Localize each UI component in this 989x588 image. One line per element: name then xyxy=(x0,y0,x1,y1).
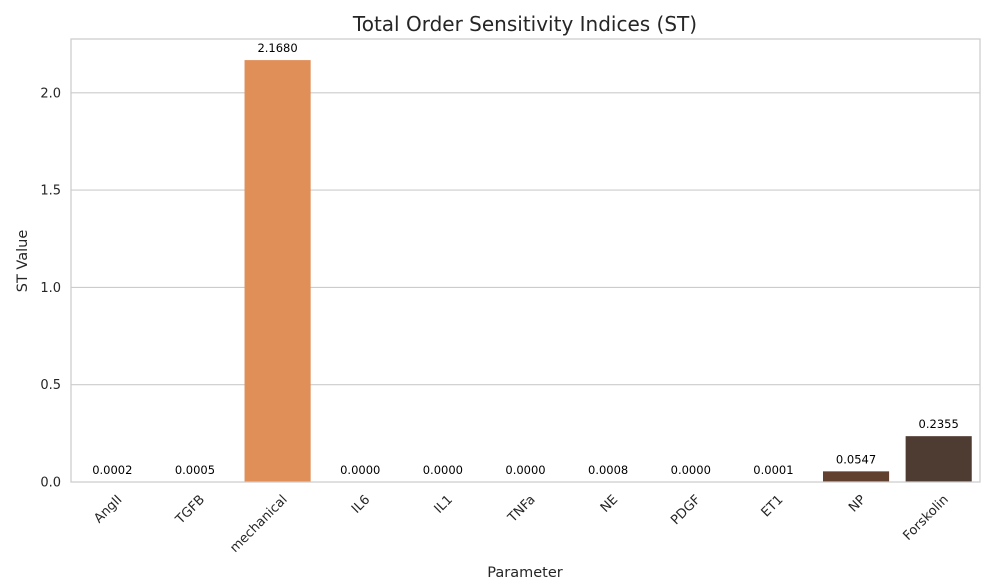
bar-NP xyxy=(822,471,890,482)
y-tick-labels: 0.0 0.5 1.0 1.5 2.0 xyxy=(40,86,61,490)
data-labels: 0.0002 0.0005 2.1680 0.0000 0.0000 0.0000 0.00… xyxy=(92,41,959,477)
y-tick-label: 1.5 xyxy=(40,184,61,199)
data-label-IL1: 0.0000 xyxy=(423,463,463,477)
data-label-TNFa: 0.0000 xyxy=(505,463,545,477)
plot-frame xyxy=(70,38,981,483)
data-label-ET1: 0.0001 xyxy=(753,463,793,477)
data-label-mechanical: 2.1680 xyxy=(257,41,297,55)
y-axis-label: ST Value xyxy=(15,230,31,293)
data-label-TGFB: 0.0005 xyxy=(175,463,215,477)
data-label-AngII: 0.0002 xyxy=(92,463,132,477)
y-tick-label: 1.0 xyxy=(40,281,61,296)
bar-mechanical xyxy=(244,60,311,482)
y-tick-label: 0.5 xyxy=(40,378,61,393)
bars xyxy=(79,60,972,482)
y-tick-label: 0.0 xyxy=(40,476,61,491)
data-label-NE: 0.0008 xyxy=(588,463,628,477)
y-tick-label: 2.0 xyxy=(40,86,61,101)
data-label-PDGF: 0.0000 xyxy=(671,463,711,477)
chart-title: Total Order Sensitivity Indices (ST) xyxy=(352,12,697,36)
data-label-Forskolin: 0.2355 xyxy=(919,417,959,431)
bar-Forskolin xyxy=(905,436,972,482)
data-label-IL6: 0.0000 xyxy=(340,463,380,477)
data-label-NP: 0.0547 xyxy=(836,452,876,466)
x-axis-label: Parameter xyxy=(487,565,562,581)
